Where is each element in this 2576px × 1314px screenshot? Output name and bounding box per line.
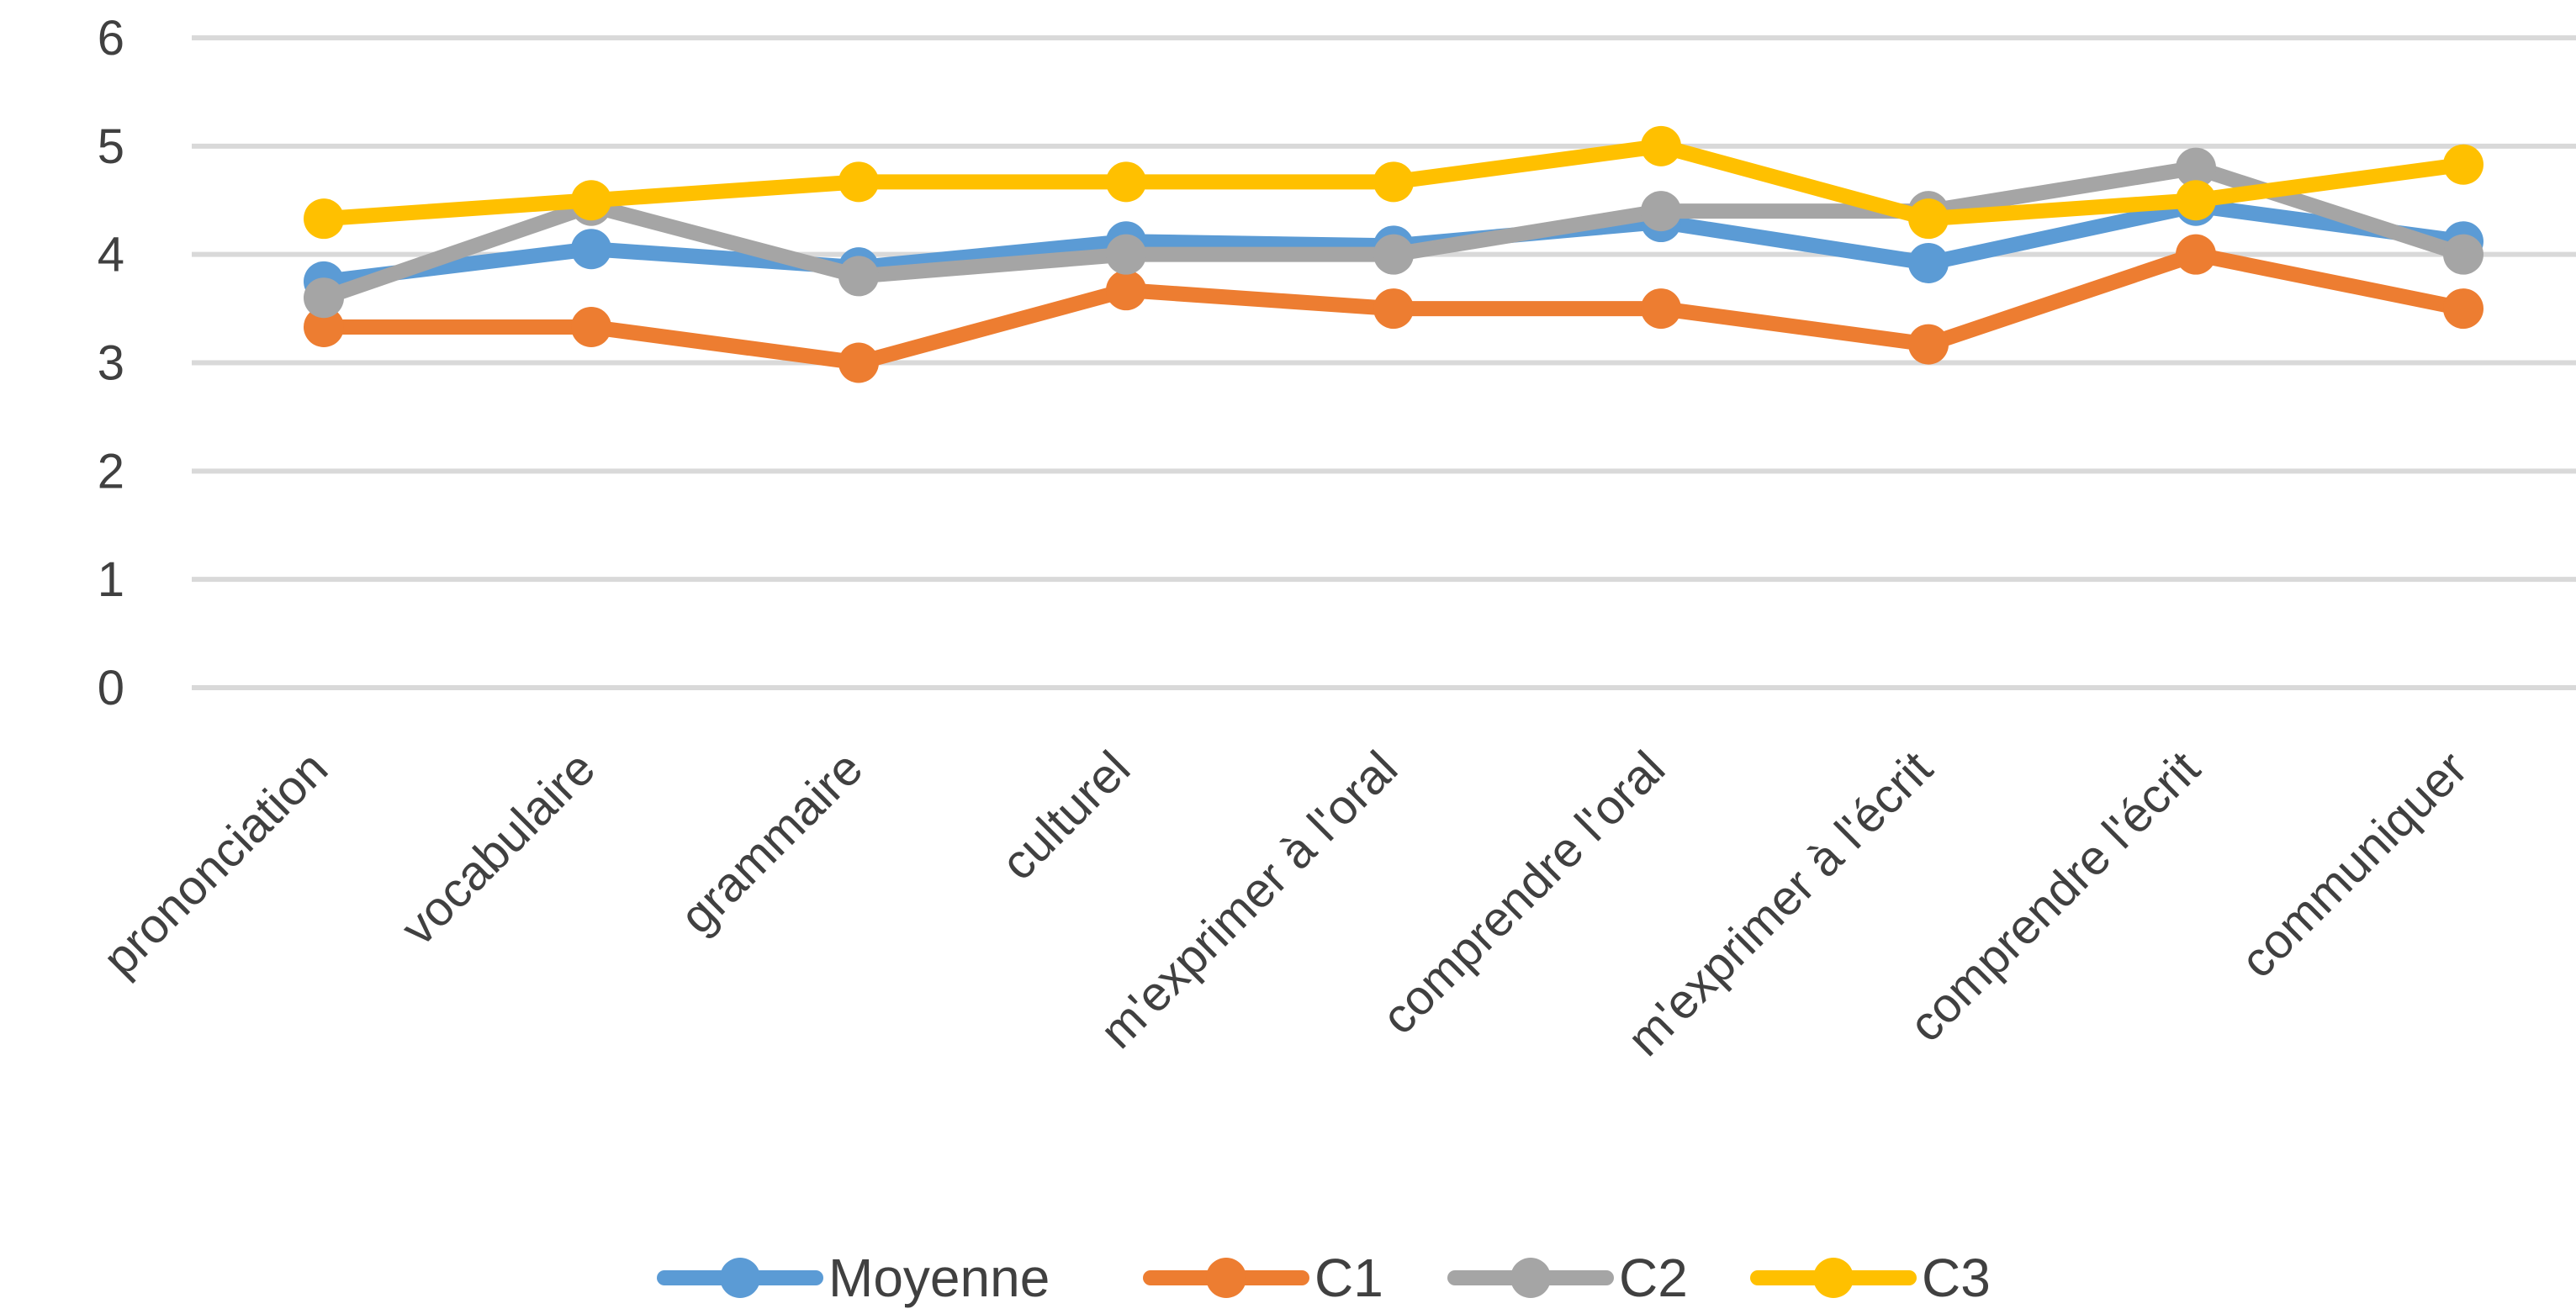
data-point-marker <box>304 198 344 240</box>
data-point-marker <box>571 306 611 347</box>
x-category-label: comprendre l'écrit <box>1899 741 2211 1053</box>
y-tick-label: 4 <box>98 228 124 282</box>
legend-swatch-marker <box>1510 1258 1551 1298</box>
gridlines <box>192 35 2576 690</box>
legend-label: C3 <box>1922 1248 1991 1308</box>
legend-swatch-marker <box>1813 1258 1854 1298</box>
data-point-marker <box>2443 288 2483 330</box>
data-point-marker <box>304 277 344 319</box>
x-category-label: m'exprimer à l'écrit <box>1617 741 1944 1067</box>
series-c1 <box>304 234 2483 383</box>
data-point-marker <box>2443 144 2483 185</box>
x-category-label: grammaire <box>669 741 873 944</box>
data-point-marker <box>1641 288 1681 330</box>
x-category-label: culturel <box>991 741 1140 890</box>
data-point-marker <box>2176 147 2216 188</box>
data-point-marker <box>838 161 879 203</box>
legend-item-moyenne: Moyenne <box>657 1248 1050 1308</box>
x-category-label: comprendre l'oral <box>1372 741 1676 1045</box>
series-c2 <box>304 147 2483 319</box>
x-category-label: m'exprimer à l'oral <box>1090 741 1408 1058</box>
data-point-marker <box>1641 125 1681 166</box>
legend-swatch-marker <box>720 1258 760 1298</box>
y-tick-label: 3 <box>98 336 124 391</box>
y-tick-label: 5 <box>98 119 124 174</box>
y-tick-label: 6 <box>98 11 124 66</box>
data-point-marker <box>571 180 611 221</box>
y-axis-tick-labels: 0 1 2 3 4 5 6 <box>98 11 124 715</box>
legend-label: C1 <box>1314 1248 1383 1308</box>
y-tick-label: 1 <box>98 552 124 607</box>
series-lines <box>304 125 2483 383</box>
data-point-marker <box>2176 180 2216 221</box>
data-point-marker <box>1373 161 1414 203</box>
data-point-marker <box>1106 161 1146 203</box>
y-tick-label: 2 <box>98 444 124 499</box>
x-axis-category-labels: prononciation vocabulaire grammaire culture… <box>93 741 2478 1067</box>
x-category-label: vocabulaire <box>390 741 606 956</box>
legend: Moyenne C1 C2 C3 <box>657 1248 1991 1308</box>
legend-label: C2 <box>1619 1248 1688 1308</box>
legend-label: Moyenne <box>828 1248 1050 1308</box>
data-point-marker <box>838 256 879 297</box>
data-point-marker <box>1106 234 1146 275</box>
legend-swatch-marker <box>1206 1258 1246 1298</box>
legend-item-c1: C1 <box>1143 1248 1383 1308</box>
y-tick-label: 0 <box>98 661 124 715</box>
series-c3 <box>304 125 2483 240</box>
data-point-marker <box>1908 242 1949 283</box>
data-point-marker <box>1908 198 1949 240</box>
data-point-marker <box>1106 270 1146 311</box>
data-point-marker <box>838 342 879 383</box>
data-point-marker <box>1373 234 1414 275</box>
legend-item-c3: C3 <box>1750 1248 1991 1308</box>
data-point-marker <box>1641 191 1681 232</box>
data-point-marker <box>571 229 611 270</box>
data-point-marker <box>2443 234 2483 275</box>
legend-item-c2: C2 <box>1447 1248 1688 1308</box>
data-point-marker <box>304 306 344 347</box>
data-point-marker <box>1908 324 1949 365</box>
x-category-label: prononciation <box>93 741 338 986</box>
data-point-marker <box>1373 288 1414 330</box>
data-point-marker <box>2176 234 2216 275</box>
x-category-label: communiquer <box>2230 741 2478 988</box>
